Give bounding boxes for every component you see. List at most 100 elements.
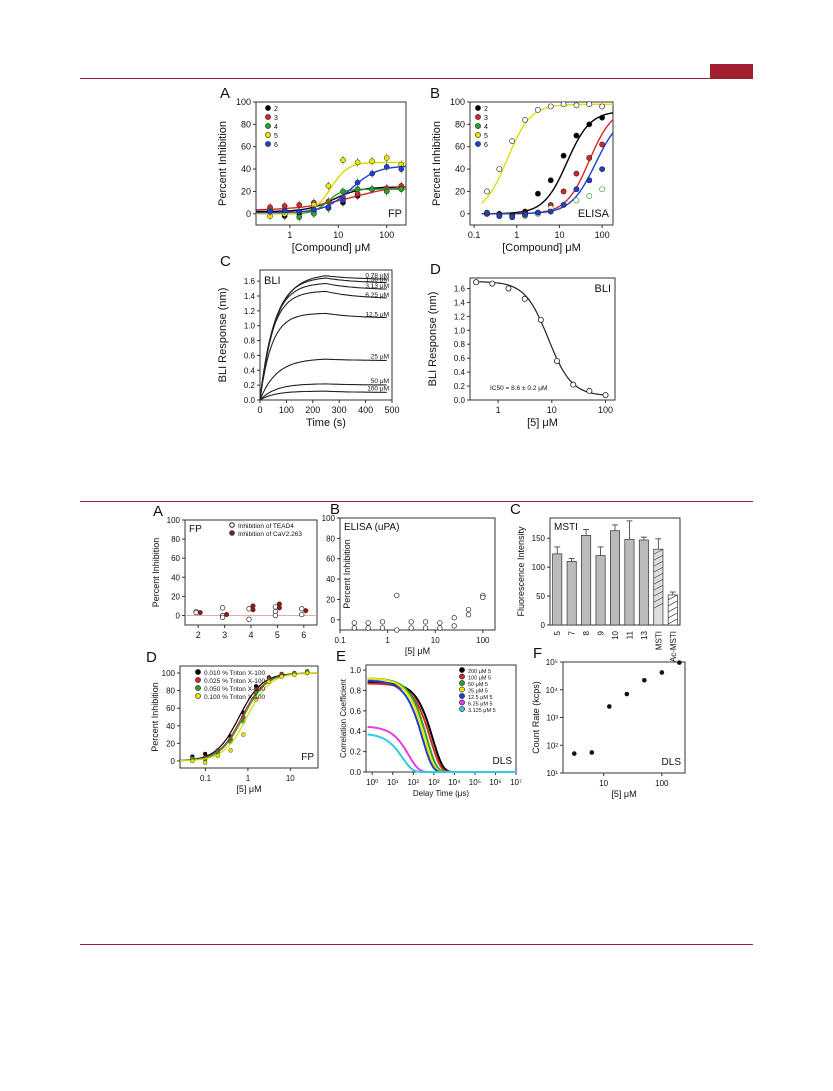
top-c-ytick-label: 1.2	[244, 307, 256, 316]
top-d-point	[505, 285, 512, 292]
top-b-point-6	[560, 201, 567, 208]
bottom-e-ytick-label: 0.4	[350, 727, 362, 736]
top-b-point-5	[586, 101, 593, 108]
bottom-d-point-3	[190, 758, 195, 764]
middle-rule	[80, 501, 753, 502]
bottom-b-xlabel: [5] μM	[405, 646, 430, 656]
bottom-a-tag: FP	[189, 524, 202, 535]
top-b-point-6	[522, 212, 528, 218]
top-b-legend-label: 5	[484, 133, 488, 140]
top-a-legend-marker	[265, 132, 271, 138]
bottom-e-legend-marker	[459, 699, 465, 706]
bottom-a-point-cav	[250, 607, 256, 613]
bottom-a-xtick-label: 5	[275, 630, 280, 640]
top-a-legend-marker	[265, 105, 271, 111]
top-a-point-6	[340, 197, 346, 204]
header-rule	[80, 78, 753, 79]
top-a-xtick-label: 1	[287, 230, 292, 240]
top-c-ytick-label: 1.6	[244, 277, 256, 286]
bottom-f-ytick-label: 10⁴	[546, 686, 559, 695]
top-b-point-4	[573, 197, 580, 204]
top-a-point-6	[325, 204, 332, 210]
bottom-a-point-cav	[197, 610, 203, 616]
bottom-d-point-3	[241, 732, 246, 737]
bottom-e-xtick-label: 10¹	[387, 778, 399, 787]
top-d-panel-letter: D	[430, 261, 441, 278]
top-b-legend-label: 3	[484, 115, 488, 122]
top-d-ytick-label: 0.2	[454, 382, 466, 391]
top-a-ytick-label: 40	[241, 164, 251, 174]
top-b-point-2	[560, 152, 567, 159]
bottom-c-bar-hatch	[653, 602, 664, 609]
top-b-point-2	[599, 114, 606, 121]
top-c-curve-label: 6.25 μM	[365, 292, 389, 299]
bottom-e-xtick-label: 10²	[407, 778, 419, 787]
top-b-point-3	[560, 188, 567, 195]
bottom-e-panel-letter: E	[336, 648, 346, 665]
top-a-ytick-label: 80	[241, 119, 251, 129]
top-c-curve-label: 3.13 μM	[365, 283, 389, 290]
bottom-d-point-3	[253, 697, 259, 702]
top-c-curve-label: 25 μM	[371, 354, 389, 361]
bottom-e-legend-label: 25 μM 5	[468, 689, 488, 695]
bottom-b-point	[422, 625, 429, 631]
bottom-c-bar-hatch	[653, 596, 664, 603]
bottom-a-point-tead4	[299, 611, 305, 618]
bottom-c-ytick-label: 50	[536, 592, 545, 601]
bottom-c-panel-letter: C	[510, 501, 521, 518]
bottom-a-legend-label: Inhibition of CaV2.263	[238, 531, 302, 538]
bottom-a-point-tead4	[219, 614, 226, 621]
top-c-curve-label: 1.56 μM	[365, 276, 389, 283]
top-a-plot-frame	[255, 101, 407, 226]
top-d-plot-frame	[469, 277, 616, 401]
top-c-xtick-label: 100	[279, 405, 294, 415]
top-b-legend-marker	[475, 141, 481, 147]
top-c-sensorgram-curve	[259, 358, 387, 401]
bottom-a-ytick-label: 40	[171, 573, 180, 582]
top-b-legend-marker	[475, 123, 481, 129]
bottom-c-bar-hatch	[668, 606, 678, 613]
top-b-point-5	[509, 138, 516, 145]
bottom-b-point	[480, 594, 486, 601]
top-a-point-6	[383, 164, 390, 170]
top-c-ylabel: BLI Response (nm)	[217, 288, 229, 383]
bottom-d-legend-label: 0.050 % Triton X-100	[204, 686, 265, 693]
top-c-sensorgram-curve	[259, 390, 387, 401]
bottom-d-point-3	[215, 753, 221, 758]
bottom-a-point-tead4	[246, 616, 252, 622]
bottom-d-panel-letter: D	[146, 649, 157, 666]
top-d-tag: BLI	[594, 283, 611, 295]
bottom-f-ytick-label: 10²	[546, 741, 558, 750]
top-d-xtick-label: 1	[496, 405, 501, 415]
top-a-legend-marker	[265, 114, 271, 120]
top-a-point-4	[340, 188, 346, 195]
top-c-ytick-label: 1.0	[244, 322, 256, 331]
bottom-c-bar-11	[624, 539, 635, 626]
bottom-a-xtick-label: 4	[248, 630, 253, 640]
bottom-b-point	[365, 620, 371, 626]
top-a-legend-label: 6	[274, 142, 278, 149]
bottom-e-legend-marker	[459, 680, 465, 686]
top-c-sensorgram-curve	[259, 282, 387, 401]
bottom-c-bar-hatch	[653, 584, 664, 591]
bottom-a-ytick-label: 60	[171, 554, 180, 563]
bottom-f-xtick-label: 100	[655, 779, 669, 788]
top-d-point	[489, 280, 496, 287]
top-a-point-5	[383, 155, 390, 161]
top-d-ytick-label: 1.2	[454, 312, 466, 321]
top-b-point-3	[599, 141, 606, 148]
top-b-point-2	[573, 132, 580, 139]
bottom-c-ytick-label: 0	[541, 621, 546, 630]
bottom-b-ytick-label: 100	[322, 514, 336, 523]
bottom-d-ytick-label: 20	[166, 739, 175, 748]
top-b-point-6	[599, 166, 606, 172]
top-a-point-6	[281, 207, 288, 214]
top-b-xtick-label: 1	[514, 230, 519, 240]
top-d-ytick-label: 1.0	[454, 326, 466, 335]
top-c-xlabel: Time (s)	[306, 417, 346, 429]
top-d-point	[586, 387, 593, 394]
bottom-a-point-cav	[303, 608, 309, 614]
top-a-ytick-label: 60	[241, 142, 251, 152]
top-c-xtick-label: 0	[257, 405, 262, 415]
bottom-c-category-label: Ac-MSTI	[669, 631, 678, 662]
